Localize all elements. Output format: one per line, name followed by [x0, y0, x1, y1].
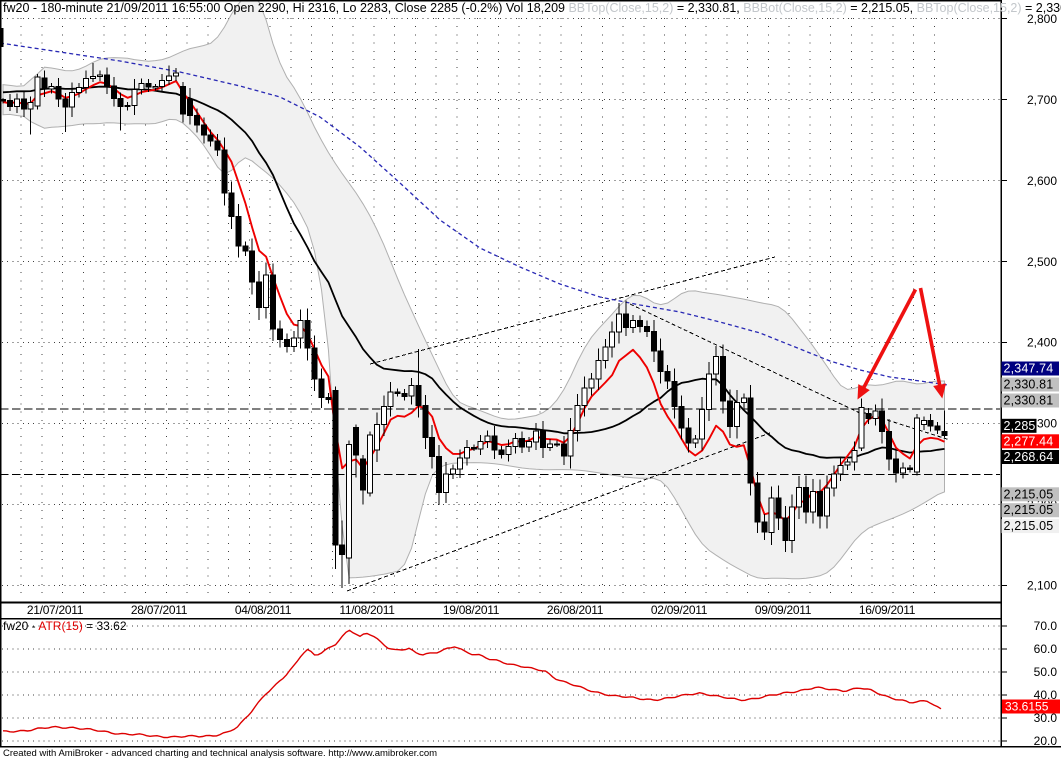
svg-text:2,277.44: 2,277.44: [1004, 434, 1054, 448]
svg-text:2,500: 2,500: [1027, 255, 1057, 269]
svg-text:Created with AmiBroker - advan: Created with AmiBroker - advanced charti…: [3, 748, 437, 759]
svg-text:2,215.05: 2,215.05: [1004, 519, 1054, 533]
svg-text:2,330.81: 2,330.81: [1004, 378, 1054, 392]
svg-text:60.0: 60.0: [1034, 642, 1058, 656]
svg-text:26/08/2011: 26/08/2011: [547, 603, 604, 617]
svg-text:2,285: 2,285: [1004, 419, 1036, 433]
svg-text:04/08/2011: 04/08/2011: [235, 603, 292, 617]
svg-text:2,800: 2,800: [1027, 12, 1057, 26]
svg-text:2,400: 2,400: [1027, 336, 1057, 350]
svg-text:fw20 - 180-minute 21/09/2011 1: fw20 - 180-minute 21/09/2011 16:55:00 Op…: [3, 1, 1061, 15]
svg-text:16/09/2011: 16/09/2011: [859, 603, 916, 617]
svg-text:2,215.05: 2,215.05: [1004, 487, 1054, 501]
svg-text:2,600: 2,600: [1027, 174, 1057, 188]
svg-text:2,700: 2,700: [1027, 93, 1057, 107]
svg-text:2,100: 2,100: [1027, 579, 1057, 593]
svg-text:50.0: 50.0: [1034, 665, 1058, 679]
svg-text:40.0: 40.0: [1034, 688, 1058, 702]
svg-text:11/08/2011: 11/08/2011: [339, 603, 395, 617]
svg-text:09/09/2011: 09/09/2011: [755, 603, 812, 617]
svg-text:33.6155: 33.6155: [1005, 700, 1049, 714]
svg-text:02/09/2011: 02/09/2011: [651, 603, 708, 617]
svg-text:30.0: 30.0: [1034, 711, 1058, 725]
svg-text:2,347.74: 2,347.74: [1004, 362, 1054, 376]
svg-text:2,330.81: 2,330.81: [1004, 394, 1054, 408]
svg-text:28/07/2011: 28/07/2011: [131, 603, 188, 617]
svg-text:2,215.05: 2,215.05: [1004, 503, 1054, 517]
svg-text:2,268.64: 2,268.64: [1004, 450, 1054, 464]
svg-text:19/08/2011: 19/08/2011: [443, 603, 500, 617]
svg-text:fw20 - ATR(15) = 33.62: fw20 - ATR(15) = 33.62: [3, 619, 127, 633]
svg-text:70.0: 70.0: [1034, 619, 1058, 633]
svg-text:21/07/2011: 21/07/2011: [27, 603, 84, 617]
svg-text:20.0: 20.0: [1034, 734, 1058, 748]
